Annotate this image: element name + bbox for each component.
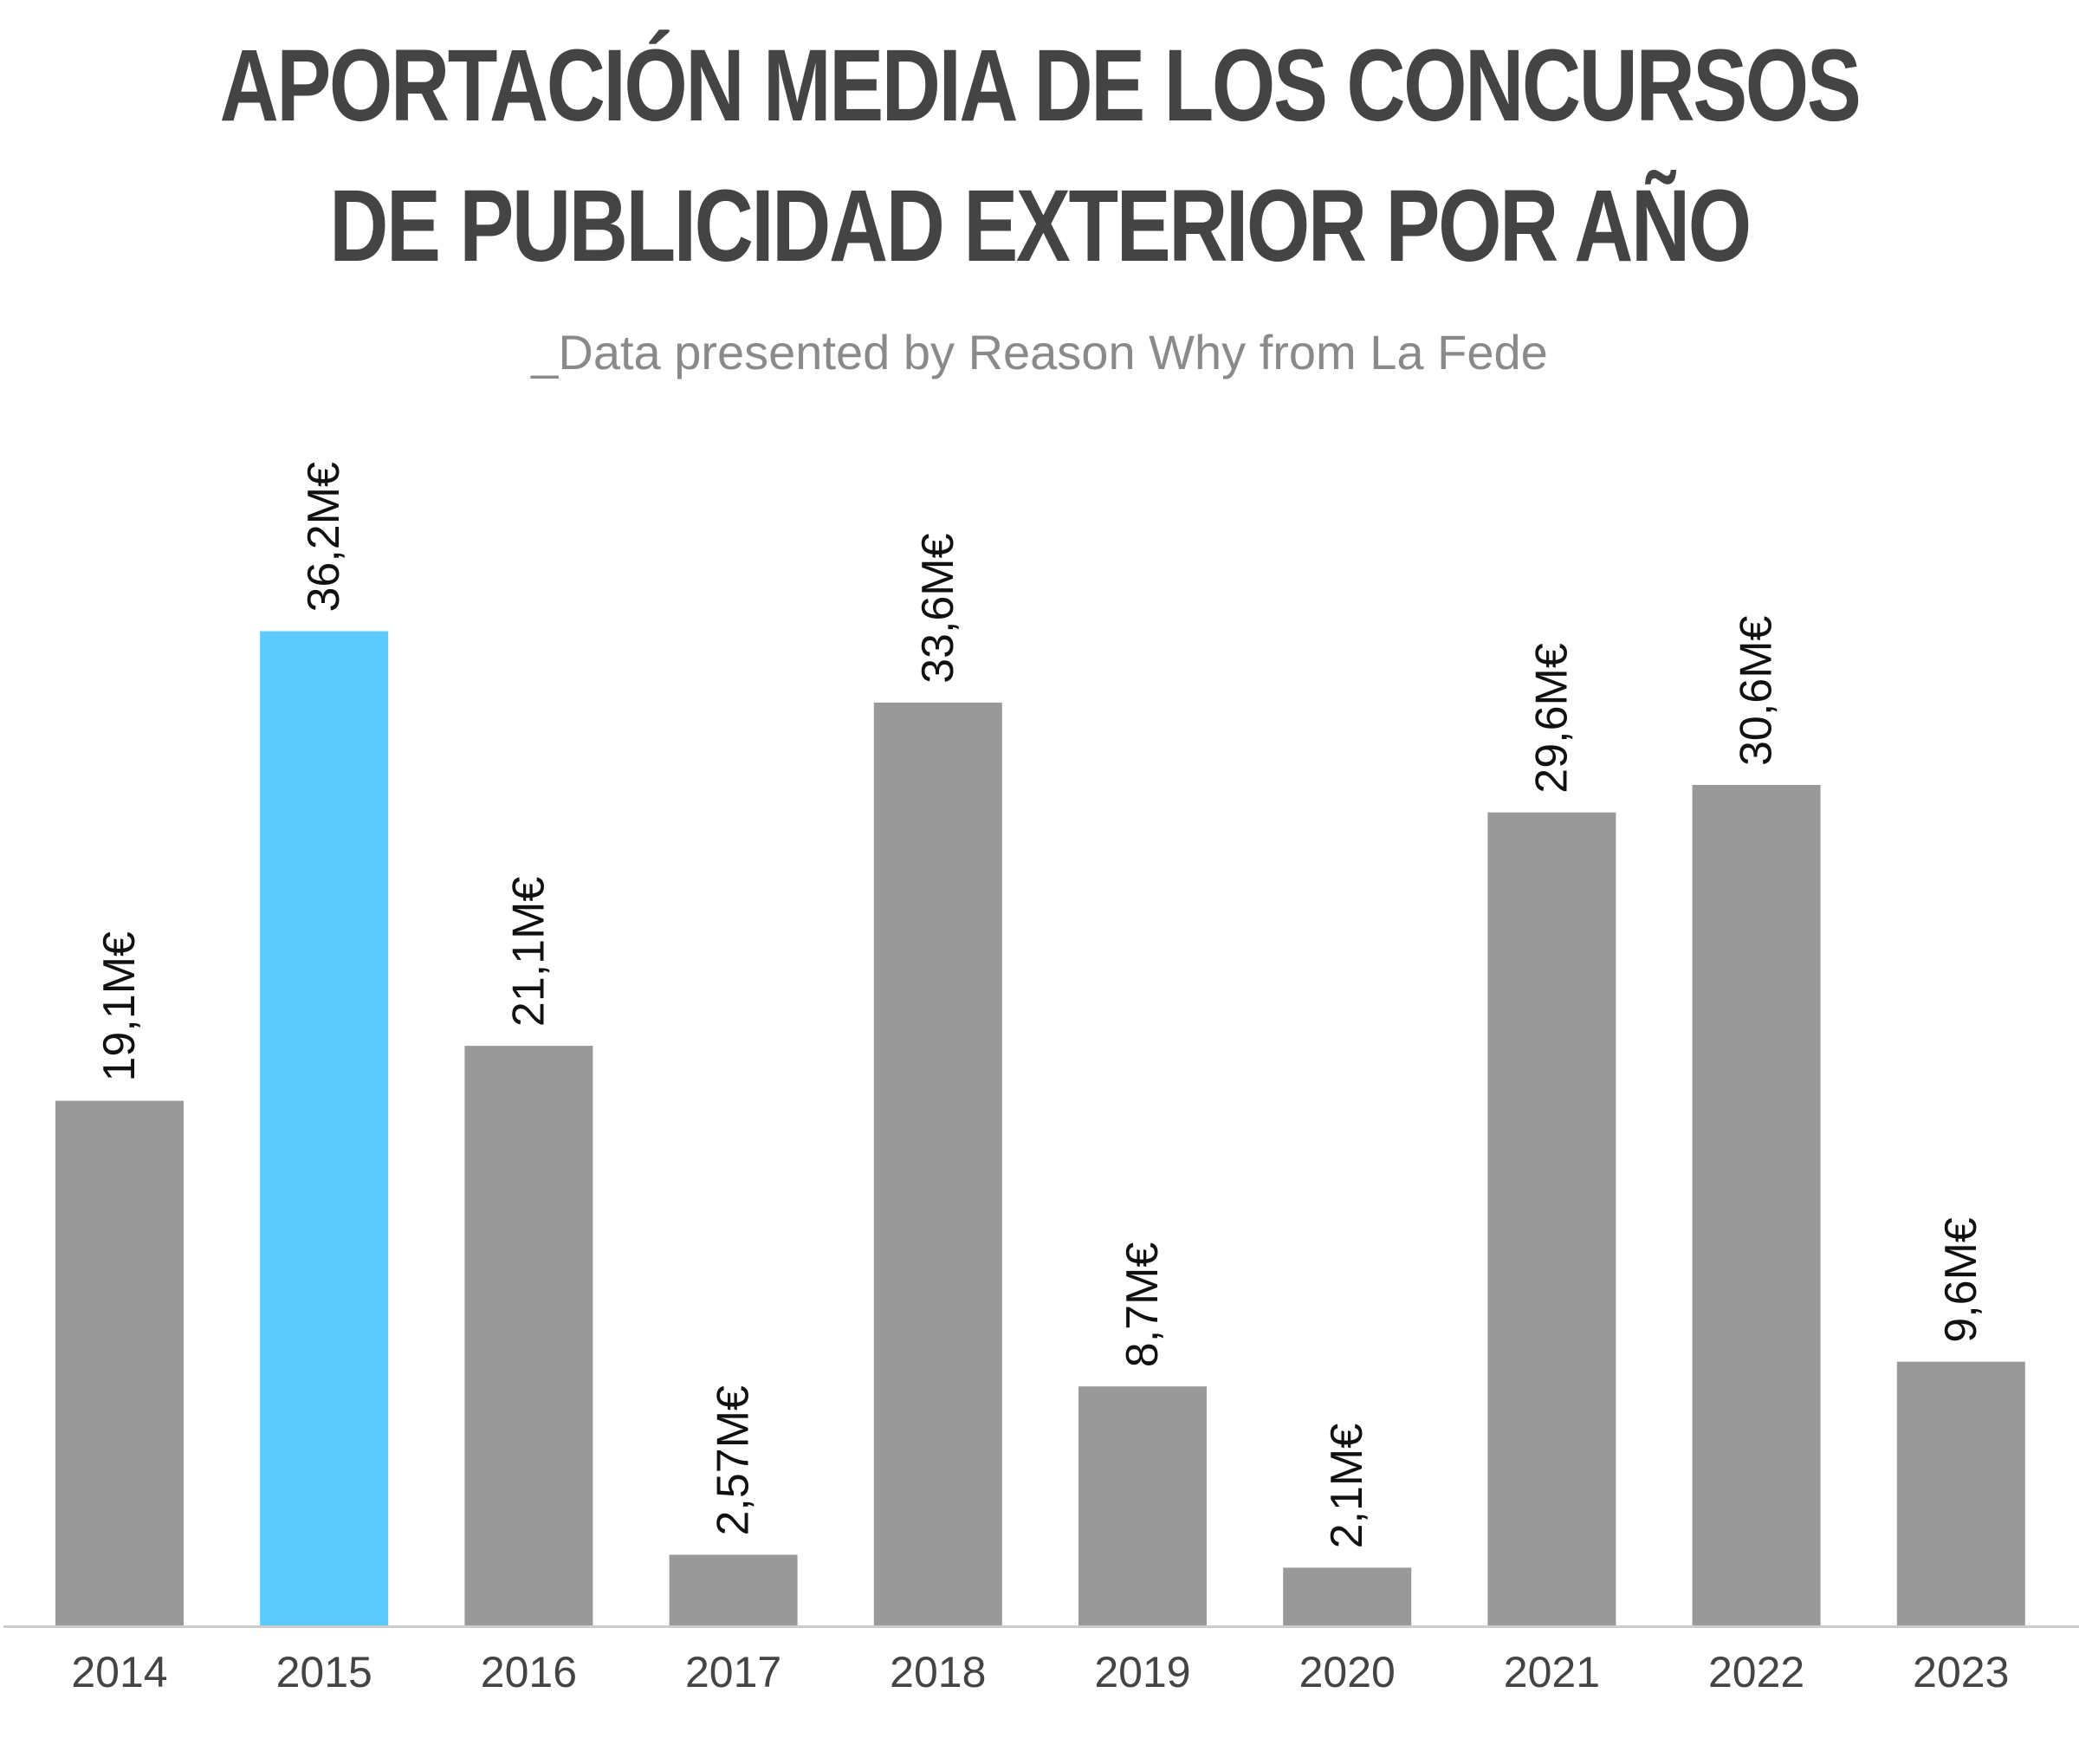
chart-subtitle: _Data presented by Reason Why from La Fe…	[531, 325, 1548, 379]
bar-2019	[1078, 1386, 1207, 1625]
bar-2023	[1896, 1361, 2025, 1625]
x-tick-label-2021: 2021	[1504, 1648, 1600, 1696]
value-labels-group: 19,1M€ 36,2M€ 21,1M€ 2,57M€ 33,6M€ 8,7M€ 2,1M€…	[94, 462, 1986, 1548]
x-tick-label-2017: 2017	[685, 1648, 781, 1696]
x-tick-label-2020: 2020	[1299, 1648, 1396, 1696]
x-tick-label-2019: 2019	[1094, 1648, 1190, 1696]
value-label-2022: 30,6M€	[1732, 615, 1782, 766]
bar-2017	[669, 1554, 798, 1625]
value-label-2020: 2,1M€	[1322, 1424, 1372, 1549]
bar-2020	[1283, 1567, 1412, 1625]
value-label-2016: 21,1M€	[503, 877, 554, 1028]
bar-2014	[55, 1100, 184, 1625]
value-label-2021: 29,6M€	[1526, 643, 1577, 794]
value-label-2015: 36,2M€	[299, 462, 349, 613]
x-tick-label-2016: 2016	[481, 1648, 577, 1696]
x-tick-label-2023: 2023	[1913, 1648, 2009, 1696]
bar-2022	[1692, 785, 1821, 1625]
bar-2015	[260, 631, 389, 1625]
x-tick-labels-group: 2014 2015 2016 2017 2018 2019 2020 2021 2022 2023	[71, 1648, 2009, 1696]
value-label-2019: 8,7M€	[1117, 1242, 1168, 1368]
bar-2021	[1487, 812, 1616, 1625]
value-label-2017: 2,57M€	[709, 1385, 759, 1536]
value-label-2014: 19,1M€	[94, 931, 145, 1082]
value-label-2018: 33,6M€	[913, 533, 963, 684]
chart-title: APORTACIÓN MEDIA DE LOS CONCURSOS DE PUB…	[208, 16, 1871, 296]
bar-2018	[873, 702, 1002, 1625]
x-tick-label-2015: 2015	[276, 1648, 372, 1696]
bars-group	[55, 631, 2025, 1625]
x-tick-label-2018: 2018	[890, 1648, 986, 1696]
bar-2016	[464, 1046, 593, 1625]
x-tick-label-2022: 2022	[1708, 1648, 1804, 1696]
chart-title-text: APORTACIÓN MEDIA DE LOS CONCURSOS DE PUB…	[219, 29, 1862, 283]
x-tick-label-2014: 2014	[71, 1648, 167, 1696]
value-label-2023: 9,6M€	[1936, 1217, 1986, 1343]
